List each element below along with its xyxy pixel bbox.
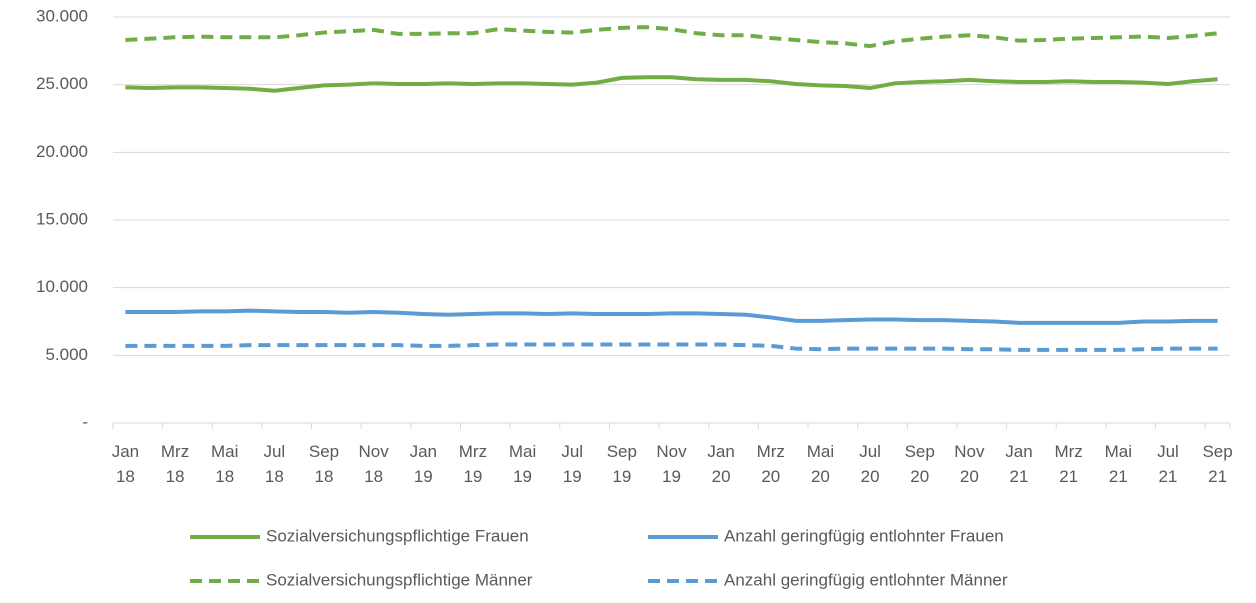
x-tick-month: Mai xyxy=(509,442,536,461)
x-tick-month: Jul xyxy=(263,442,285,461)
x-tick-year: 19 xyxy=(414,467,433,486)
x-tick-label: Nov 19 xyxy=(656,442,687,486)
x-tick-year: 19 xyxy=(513,467,532,486)
series-line xyxy=(125,308,1218,325)
x-tick-label: Mai 19 xyxy=(509,442,536,486)
x-tick-month: Jul xyxy=(1157,442,1179,461)
y-tick-label: 20.000 xyxy=(36,142,88,161)
x-tick-label: Mrz 18 xyxy=(161,442,189,486)
x-tick-year: 19 xyxy=(662,467,681,486)
x-tick-year: 20 xyxy=(811,467,830,486)
x-tick-month: Jan xyxy=(707,442,734,461)
x-tick-year: 21 xyxy=(1059,467,1078,486)
x-tick-year: 18 xyxy=(116,467,135,486)
legend-label: Sozialversichungspflichtige Männer xyxy=(266,570,533,589)
x-tick-label: Jan 21 xyxy=(1005,442,1032,486)
legend-label: Anzahl geringfügig entlohnter Frauen xyxy=(724,526,1004,545)
y-tick-label: 25.000 xyxy=(36,74,88,93)
x-tick-label: Sep 21 xyxy=(1202,442,1232,486)
x-tick-month: Mrz xyxy=(757,442,785,461)
x-tick-month: Jan xyxy=(410,442,437,461)
x-tick-year: 20 xyxy=(761,467,780,486)
x-tick-year: 21 xyxy=(1109,467,1128,486)
y-tick-label: 5.000 xyxy=(45,345,88,364)
x-tick-label: Jan 20 xyxy=(707,442,734,486)
x-tick-month: Sep xyxy=(905,442,935,461)
series-line xyxy=(125,25,1218,49)
x-tick-month: Sep xyxy=(1202,442,1232,461)
x-tick-month: Mai xyxy=(1105,442,1132,461)
x-tick-month: Mai xyxy=(211,442,238,461)
y-tick-label: 15.000 xyxy=(36,209,88,228)
legend-label: Sozialversichungspflichtige Frauen xyxy=(266,526,529,545)
legend-label: Anzahl geringfügig entlohnter Männer xyxy=(724,570,1008,589)
x-tick-year: 20 xyxy=(960,467,979,486)
x-tick-month: Mrz xyxy=(161,442,189,461)
x-tick-label: Sep 20 xyxy=(905,442,935,486)
x-tick-year: 18 xyxy=(315,467,334,486)
x-tick-label: Jan 18 xyxy=(112,442,139,486)
series-line xyxy=(125,342,1218,352)
x-tick-year: 19 xyxy=(563,467,582,486)
x-tick-month: Nov xyxy=(359,442,390,461)
x-tick-label: Mai 21 xyxy=(1105,442,1132,486)
x-tick-label: Jul 18 xyxy=(263,442,285,486)
x-tick-year: 18 xyxy=(265,467,284,486)
x-tick-year: 18 xyxy=(166,467,185,486)
y-tick-label: - xyxy=(82,412,88,431)
x-tick-label: Nov 20 xyxy=(954,442,985,486)
x-tick-month: Mrz xyxy=(459,442,487,461)
x-tick-label: Mai 18 xyxy=(211,442,238,486)
x-tick-year: 21 xyxy=(1158,467,1177,486)
x-tick-label: Mrz 20 xyxy=(757,442,785,486)
x-tick-label: Jul 20 xyxy=(859,442,881,486)
x-tick-year: 19 xyxy=(463,467,482,486)
x-tick-month: Mai xyxy=(807,442,834,461)
y-tick-label: 30.000 xyxy=(36,6,88,25)
x-tick-label: Jan 19 xyxy=(410,442,437,486)
x-tick-year: 20 xyxy=(712,467,731,486)
x-tick-label: Mrz 21 xyxy=(1054,442,1082,486)
x-tick-year: 18 xyxy=(215,467,234,486)
x-tick-year: 18 xyxy=(364,467,383,486)
x-tick-label: Jul 19 xyxy=(561,442,583,486)
x-tick-month: Sep xyxy=(309,442,339,461)
x-tick-year: 20 xyxy=(861,467,880,486)
x-tick-label: Mai 20 xyxy=(807,442,834,486)
y-tick-label: 10.000 xyxy=(36,277,88,296)
x-tick-month: Sep xyxy=(607,442,637,461)
x-tick-month: Jan xyxy=(112,442,139,461)
x-tick-year: 21 xyxy=(1010,467,1029,486)
x-tick-label: Jul 21 xyxy=(1157,442,1179,486)
x-tick-year: 19 xyxy=(612,467,631,486)
x-tick-label: Sep 19 xyxy=(607,442,637,486)
x-tick-label: Nov 18 xyxy=(359,442,390,486)
x-tick-month: Nov xyxy=(656,442,687,461)
x-tick-year: 21 xyxy=(1208,467,1227,486)
x-tick-month: Jul xyxy=(561,442,583,461)
x-tick-month: Jul xyxy=(859,442,881,461)
x-tick-label: Mrz 19 xyxy=(459,442,487,486)
x-tick-label: Sep 18 xyxy=(309,442,339,486)
x-tick-year: 20 xyxy=(910,467,929,486)
x-tick-month: Jan xyxy=(1005,442,1032,461)
series-line xyxy=(125,75,1218,93)
x-tick-month: Nov xyxy=(954,442,985,461)
x-tick-month: Mrz xyxy=(1054,442,1082,461)
